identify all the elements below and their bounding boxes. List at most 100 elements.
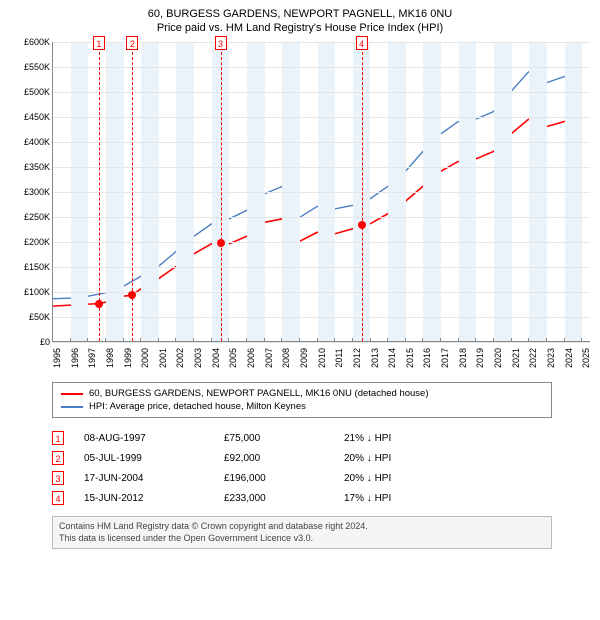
x-axis-label: 2020 <box>493 348 503 368</box>
x-axis-label: 2015 <box>405 348 415 368</box>
sales-marker: 2 <box>52 451 64 465</box>
x-tick <box>564 338 565 342</box>
y-axis-label: £200K <box>24 237 50 247</box>
x-axis-label: 1997 <box>87 348 97 368</box>
x-axis-label: 2007 <box>264 348 274 368</box>
x-tick <box>528 338 529 342</box>
y-axis-label: £300K <box>24 187 50 197</box>
x-tick <box>70 338 71 342</box>
x-tick <box>299 338 300 342</box>
gridline <box>53 67 590 68</box>
x-axis-label: 2023 <box>546 348 556 368</box>
gridline <box>53 92 590 93</box>
y-axis-label: £100K <box>24 287 50 297</box>
sales-row: 415-JUN-2012£233,00017% ↓ HPI <box>52 488 552 508</box>
x-axis-label: 2025 <box>581 348 591 368</box>
x-axis-label: 2006 <box>246 348 256 368</box>
x-axis-label: 2010 <box>317 348 327 368</box>
sale-dot <box>358 221 366 229</box>
legend-label: HPI: Average price, detached house, Milt… <box>89 401 306 412</box>
titles: 60, BURGESS GARDENS, NEWPORT PAGNELL, MK… <box>10 8 590 34</box>
y-axis-label: £250K <box>24 212 50 222</box>
x-axis-label: 2017 <box>440 348 450 368</box>
x-axis-label: 2022 <box>528 348 538 368</box>
sales-pct: 17% ↓ HPI <box>344 493 464 504</box>
x-tick <box>458 338 459 342</box>
sales-marker: 1 <box>52 431 64 445</box>
x-axis-label: 2016 <box>422 348 432 368</box>
gridline <box>53 217 590 218</box>
gridline <box>53 317 590 318</box>
sales-marker: 3 <box>52 471 64 485</box>
x-axis-label: 1996 <box>70 348 80 368</box>
sales-price: £75,000 <box>224 433 344 444</box>
title-address: 60, BURGESS GARDENS, NEWPORT PAGNELL, MK… <box>10 8 590 20</box>
sales-pct: 20% ↓ HPI <box>344 473 464 484</box>
x-axis-label: 2018 <box>458 348 468 368</box>
x-axis-label: 2013 <box>370 348 380 368</box>
sale-dot <box>217 239 225 247</box>
x-tick <box>422 338 423 342</box>
y-axis: £0£50K£100K£150K£200K£250K£300K£350K£400… <box>10 42 52 342</box>
sales-pct: 20% ↓ HPI <box>344 453 464 464</box>
x-tick <box>87 338 88 342</box>
x-tick <box>105 338 106 342</box>
x-tick <box>334 338 335 342</box>
gridline <box>53 167 590 168</box>
footer-line2: This data is licensed under the Open Gov… <box>59 533 545 545</box>
event-marker: 4 <box>356 36 368 50</box>
x-tick <box>228 338 229 342</box>
sales-row: 205-JUL-1999£92,00020% ↓ HPI <box>52 448 552 468</box>
y-axis-label: £150K <box>24 262 50 272</box>
legend-label: 60, BURGESS GARDENS, NEWPORT PAGNELL, MK… <box>89 388 429 399</box>
x-tick <box>440 338 441 342</box>
x-axis-label: 2012 <box>352 348 362 368</box>
event-line <box>362 42 363 341</box>
event-marker: 2 <box>126 36 138 50</box>
y-axis-label: £0 <box>40 337 50 347</box>
x-axis-label: 2021 <box>511 348 521 368</box>
legend-swatch <box>61 393 83 395</box>
x-axis-label: 1998 <box>105 348 115 368</box>
x-tick <box>493 338 494 342</box>
sales-row: 1 08-AUG-1997£75,00021% ↓ HPI <box>52 428 552 448</box>
sales-date: 15-JUN-2012 <box>84 493 224 504</box>
x-axis-label: 2014 <box>387 348 397 368</box>
gridline <box>53 267 590 268</box>
sales-row: 317-JUN-2004£196,00020% ↓ HPI <box>52 468 552 488</box>
x-tick <box>511 338 512 342</box>
x-axis-label: 2011 <box>334 348 344 367</box>
x-axis-label: 2024 <box>564 348 574 368</box>
gridline <box>53 242 590 243</box>
sales-price: £196,000 <box>224 473 344 484</box>
footer-attribution: Contains HM Land Registry data © Crown c… <box>52 516 552 549</box>
y-axis-label: £450K <box>24 112 50 122</box>
legend-item: 60, BURGESS GARDENS, NEWPORT PAGNELL, MK… <box>61 387 543 400</box>
x-tick <box>175 338 176 342</box>
x-tick <box>387 338 388 342</box>
x-axis: 1995199619971998199920002001200220032004… <box>52 342 590 372</box>
x-axis-label: 2003 <box>193 348 203 368</box>
sale-dot <box>95 300 103 308</box>
event-marker: 1 <box>93 36 105 50</box>
x-tick <box>246 338 247 342</box>
x-tick <box>352 338 353 342</box>
x-tick <box>193 338 194 342</box>
x-axis-label: 2009 <box>299 348 309 368</box>
chart-area: £0£50K£100K£150K£200K£250K£300K£350K£400… <box>10 42 590 372</box>
gridline <box>53 142 590 143</box>
sales-pct: 21% ↓ HPI <box>344 433 464 444</box>
event-line <box>221 42 222 341</box>
x-tick <box>158 338 159 342</box>
event-marker: 3 <box>215 36 227 50</box>
x-tick <box>581 338 582 342</box>
x-axis-label: 2000 <box>140 348 150 368</box>
y-axis-label: £350K <box>24 162 50 172</box>
y-axis-label: £550K <box>24 62 50 72</box>
x-tick <box>123 338 124 342</box>
chart-container: 60, BURGESS GARDENS, NEWPORT PAGNELL, MK… <box>0 0 600 557</box>
sales-date: 08-AUG-1997 <box>84 433 224 444</box>
gridline <box>53 117 590 118</box>
x-tick <box>281 338 282 342</box>
sales-marker: 4 <box>52 491 64 505</box>
